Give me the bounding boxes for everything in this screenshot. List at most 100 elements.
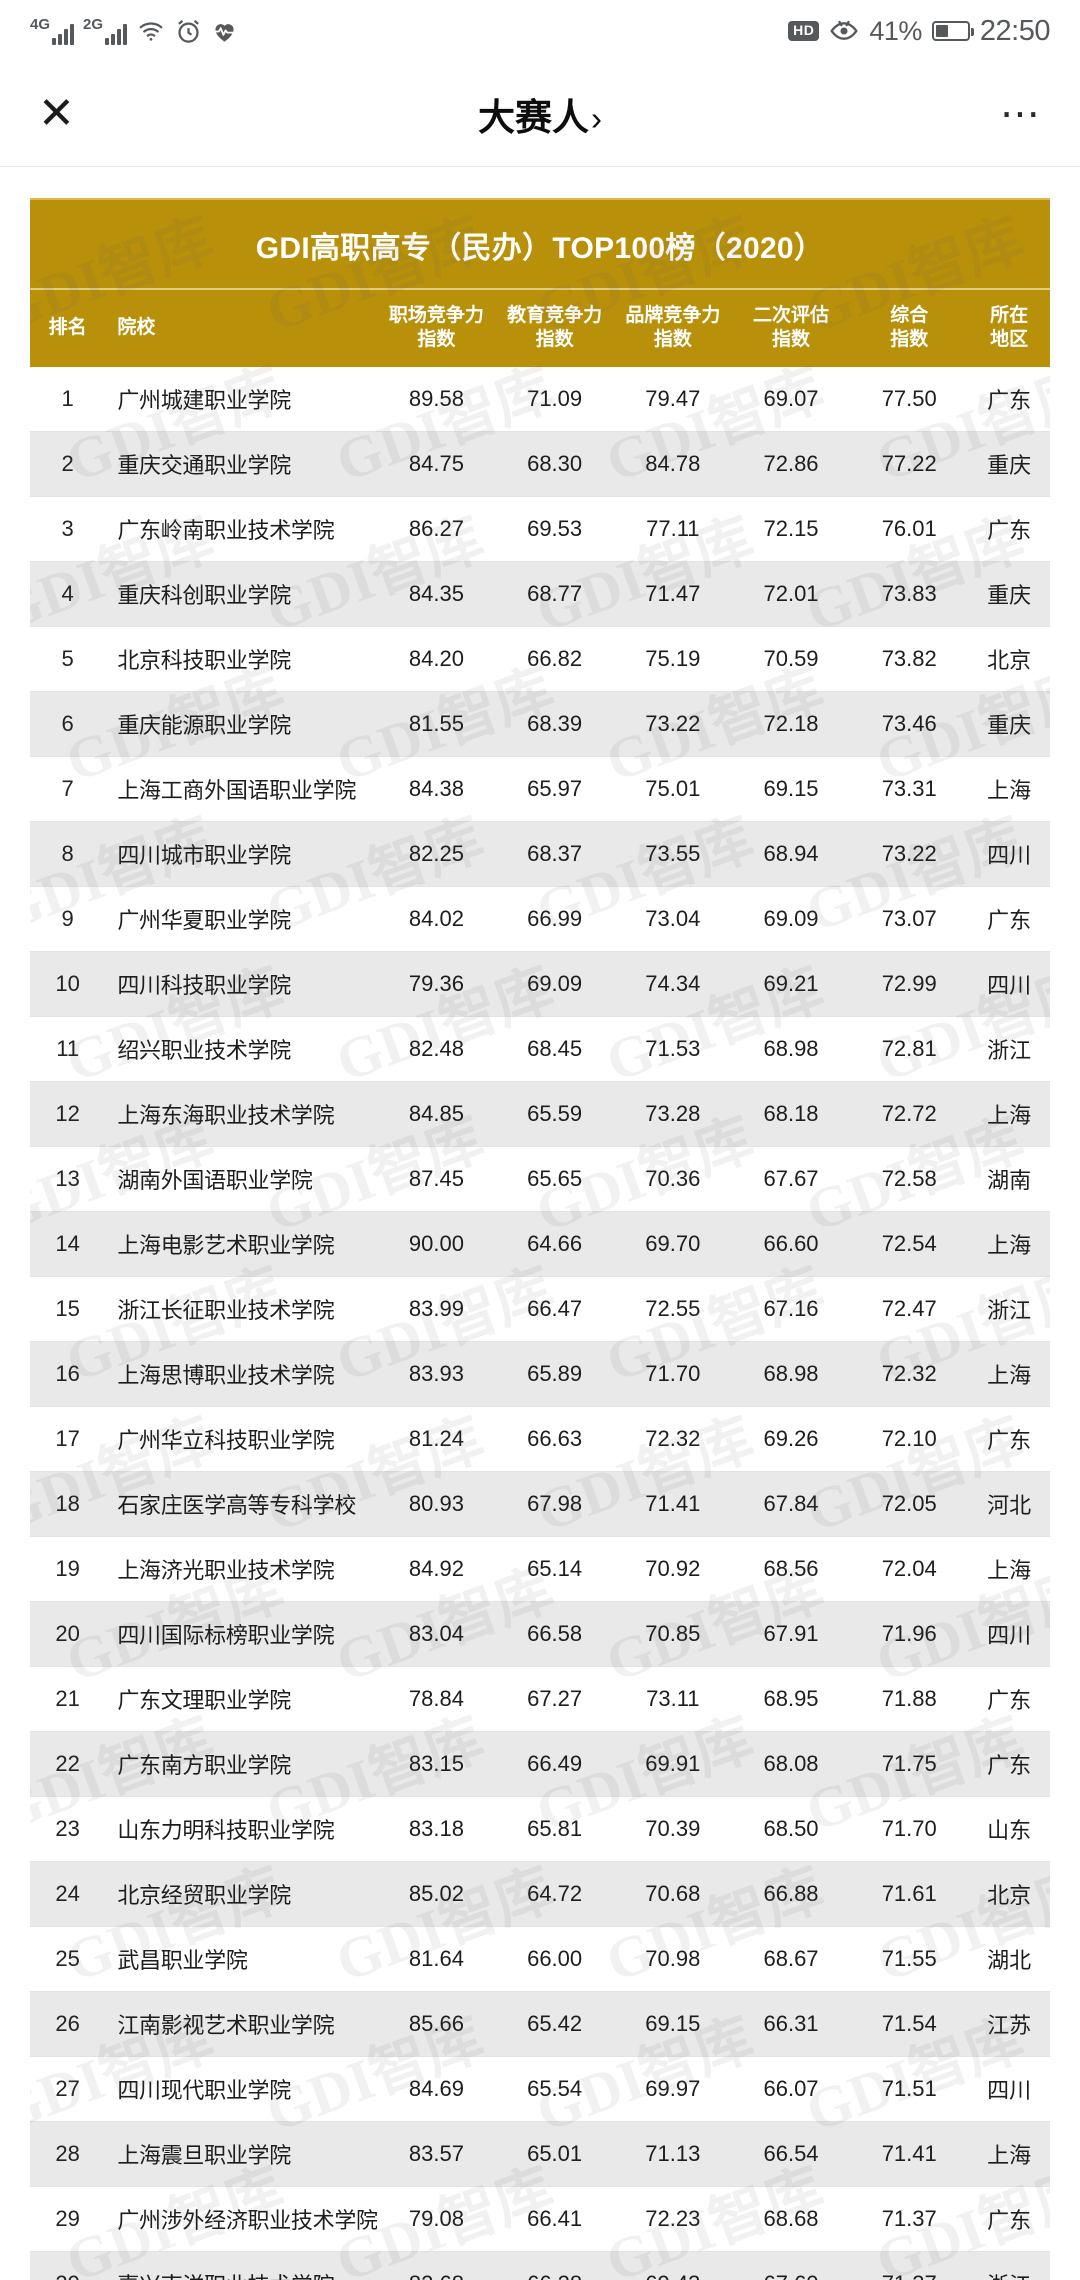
cell-total: 73.07	[850, 886, 969, 952]
cell-school: 广州华夏职业学院	[105, 886, 378, 952]
table-row[interactable]: 24 北京经贸职业学院 85.02 64.72 70.68 66.88 71.61 北京	[30, 1861, 1050, 1927]
network-type-1-label: 4G	[30, 16, 51, 33]
cell-region: 上海	[968, 756, 1050, 822]
column-header-line1: 综合	[890, 305, 929, 326]
cell-brand: 69.70	[613, 1211, 732, 1277]
table-row[interactable]: 23 山东力明科技职业学院 83.18 65.81 70.39 68.50 71.70 山东	[30, 1796, 1050, 1862]
table-row[interactable]: 14 上海电影艺术职业学院 90.00 64.66 69.70 66.60 72.54 上海	[30, 1211, 1050, 1277]
cell-edu: 65.54	[495, 2056, 614, 2122]
cell-total: 71.88	[850, 1666, 969, 1732]
table-row[interactable]: 7 上海工商外国语职业学院 84.38 65.97 75.01 69.15 73.31 上海	[30, 756, 1050, 822]
cell-school: 嘉兴南洋职业技术学院	[105, 2251, 378, 2280]
cell-second: 72.15	[731, 496, 851, 562]
cell-school: 山东力明科技职业学院	[105, 1796, 378, 1862]
cell-school: 北京科技职业学院	[105, 626, 378, 692]
table-row[interactable]: 21 广东文理职业学院 78.84 67.27 73.11 68.95 71.88 广东	[30, 1666, 1050, 1732]
table-row[interactable]: 10 四川科技职业学院 79.36 69.09 74.34 69.21 72.99 四川	[30, 951, 1050, 1017]
table-row[interactable]: 12 上海东海职业技术学院 84.85 65.59 73.28 68.18 72.72 上海	[30, 1081, 1050, 1147]
table-row[interactable]: 4 重庆科创职业学院 84.35 68.77 71.47 72.01 73.83 重庆	[30, 561, 1050, 627]
cell-edu: 67.27	[495, 1666, 614, 1732]
cell-career: 85.02	[377, 1861, 496, 1927]
cell-brand: 71.53	[613, 1016, 732, 1082]
cell-second: 69.15	[731, 756, 851, 822]
content-area: GDI高职高专（民办）TOP100榜（2020） 排名 院校 职场竞争力 指数 教育竞争…	[0, 167, 1080, 2280]
cell-brand: 70.98	[613, 1926, 732, 1992]
cell-brand: 69.97	[613, 2056, 732, 2122]
cell-region: 江苏	[968, 1991, 1050, 2057]
table-row[interactable]: 16 上海思博职业技术学院 83.93 65.89 71.70 68.98 72.32 上海	[30, 1341, 1050, 1407]
cell-brand: 72.23	[613, 2186, 732, 2252]
table-row[interactable]: 25 武昌职业学院 81.64 66.00 70.98 68.67 71.55 湖北	[30, 1926, 1050, 1992]
ranking-table: 排名 院校 职场竞争力 指数 教育竞争力 指数 品牌竞争力 指数 二次评估 指数 综合 指数 所在 地区 …	[30, 288, 1050, 2280]
battery-icon	[931, 21, 974, 41]
cell-region: 四川	[968, 2056, 1050, 2122]
table-row[interactable]: 11 绍兴职业技术学院 82.48 68.45 71.53 68.98 72.81 浙江	[30, 1016, 1050, 1082]
table-row[interactable]: 13 湖南外国语职业学院 87.45 65.65 70.36 67.67 72.58 湖南	[30, 1146, 1050, 1212]
status-bar-right: HD 41% 22:50	[788, 15, 1051, 48]
table-row[interactable]: 2 重庆交通职业学院 84.75 68.30 84.78 72.86 77.22 重庆	[30, 431, 1050, 497]
table-row[interactable]: 27 四川现代职业学院 84.69 65.54 69.97 66.07 71.51 四川	[30, 2056, 1050, 2122]
cell-school: 四川国际标榜职业学院	[105, 1601, 378, 1667]
cell-region: 四川	[968, 821, 1050, 887]
cell-rank: 20	[30, 1601, 106, 1667]
table-row[interactable]: 3 广东岭南职业技术学院 86.27 69.53 77.11 72.15 76.01 广东	[30, 496, 1050, 562]
column-header-line1: 二次评估	[753, 305, 830, 326]
column-header-line2: 指数	[772, 328, 811, 350]
cell-region: 重庆	[968, 691, 1050, 757]
cell-second: 69.07	[731, 366, 851, 432]
column-header-rank: 排名	[30, 288, 106, 367]
cell-second: 70.59	[731, 626, 851, 692]
table-row[interactable]: 28 上海震旦职业学院 83.57 65.01 71.13 66.54 71.41 上海	[30, 2121, 1050, 2187]
cell-edu: 66.49	[495, 1731, 614, 1797]
table-row[interactable]: 26 江南影视艺术职业学院 85.66 65.42 69.15 66.31 71.54 江苏	[30, 1991, 1050, 2057]
table-row[interactable]: 29 广州涉外经济职业技术学院 79.08 66.41 72.23 68.68 71.37 广…	[30, 2186, 1050, 2252]
cell-rank: 25	[30, 1926, 106, 1992]
close-icon[interactable]: ✕	[38, 89, 75, 138]
column-header-line2: 指数	[653, 328, 692, 350]
cell-brand: 74.34	[613, 951, 732, 1017]
cell-career: 86.27	[377, 496, 496, 562]
cell-edu: 65.14	[495, 1536, 614, 1602]
table-row[interactable]: 5 北京科技职业学院 84.20 66.82 75.19 70.59 73.82 北京	[30, 626, 1050, 692]
cell-edu: 66.99	[495, 886, 614, 952]
cell-brand: 70.68	[613, 1861, 732, 1927]
chevron-right-icon: ›	[591, 100, 602, 137]
cell-second: 68.95	[731, 1666, 851, 1732]
cell-region: 广东	[968, 496, 1050, 562]
cell-school: 北京经贸职业学院	[105, 1861, 378, 1927]
table-row[interactable]: 1 广州城建职业学院 89.58 71.09 79.47 69.07 77.50 广东	[30, 366, 1050, 432]
cell-edu: 65.89	[495, 1341, 614, 1407]
cell-region: 上海	[968, 2121, 1050, 2187]
heart-rate-icon	[211, 18, 238, 45]
cell-second: 67.91	[731, 1601, 851, 1667]
cell-brand: 71.13	[613, 2121, 732, 2187]
table-row[interactable]: 9 广州华夏职业学院 84.02 66.99 73.04 69.09 73.07 广东	[30, 886, 1050, 952]
cell-region: 山东	[968, 1796, 1050, 1862]
table-row[interactable]: 20 四川国际标榜职业学院 83.04 66.58 70.85 67.91 71.96 四川	[30, 1601, 1050, 1667]
cell-brand: 84.78	[613, 431, 732, 497]
ranking-title: GDI高职高专（民办）TOP100榜（2020）	[30, 198, 1050, 288]
cell-region: 浙江	[968, 1276, 1050, 1342]
cell-second: 68.68	[731, 2186, 851, 2252]
cell-region: 上海	[968, 1211, 1050, 1277]
table-row[interactable]: 8 四川城市职业学院 82.25 68.37 73.55 68.94 73.22 四川	[30, 821, 1050, 887]
table-row[interactable]: 15 浙江长征职业技术学院 83.99 66.47 72.55 67.16 72.47 浙江	[30, 1276, 1050, 1342]
table-row[interactable]: 17 广州华立科技职业学院 81.24 66.63 72.32 69.26 72.10 广东	[30, 1406, 1050, 1472]
cell-career: 81.64	[377, 1926, 496, 1992]
table-row[interactable]: 22 广东南方职业学院 83.15 66.49 69.91 68.08 71.75 广东	[30, 1731, 1050, 1797]
cell-school: 广东文理职业学院	[105, 1666, 378, 1732]
cell-school: 广州涉外经济职业技术学院	[105, 2186, 378, 2252]
table-row[interactable]: 19 上海济光职业技术学院 84.92 65.14 70.92 68.56 72.04 上海	[30, 1536, 1050, 1602]
page-title[interactable]: 大赛人›	[0, 87, 1080, 141]
cell-edu: 69.09	[495, 951, 614, 1017]
cell-school: 武昌职业学院	[105, 1926, 378, 1992]
column-header-line1: 教育竞争力	[507, 305, 603, 326]
cell-school: 上海济光职业技术学院	[105, 1536, 378, 1602]
more-options-icon[interactable]: ⋯	[1000, 92, 1042, 136]
cell-second: 72.01	[731, 561, 851, 627]
cell-rank: 11	[30, 1016, 106, 1082]
table-row[interactable]: 18 石家庄医学高等专科学校 80.93 67.98 71.41 67.84 72.05 河北	[30, 1471, 1050, 1537]
cell-brand: 73.28	[613, 1081, 732, 1147]
table-row[interactable]: 6 重庆能源职业学院 81.55 68.39 73.22 72.18 73.46 重庆	[30, 691, 1050, 757]
